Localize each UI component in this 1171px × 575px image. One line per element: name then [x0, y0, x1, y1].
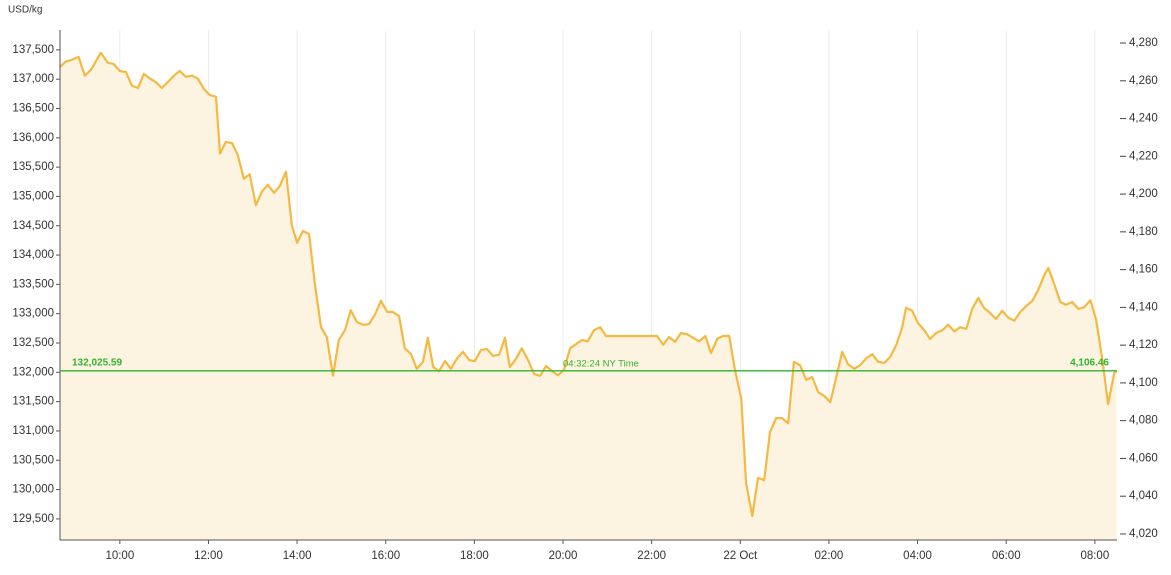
y-axis-label: USD/kg: [8, 5, 42, 16]
y-tick-label: 136,000: [12, 132, 54, 144]
y2-tick-label: 4,100: [1129, 377, 1158, 389]
y2-tick-label: 4,020: [1129, 528, 1158, 540]
y2-tick-label: 4,040: [1129, 490, 1158, 502]
y2-tick-label: 4,200: [1129, 188, 1158, 200]
y-tick-label: 132,500: [12, 337, 54, 349]
y-tick-label: 133,000: [12, 308, 54, 320]
y-tick-label: 134,000: [12, 249, 54, 261]
y2-tick-label: 4,180: [1129, 226, 1158, 238]
x-tick-label: 22 Oct: [723, 550, 758, 562]
area-fill: [60, 52, 1117, 541]
y2-tick-label: 4,140: [1129, 301, 1158, 313]
y-tick-label: 131,500: [12, 396, 54, 408]
y-tick-label: 134,500: [12, 220, 54, 232]
x-tick-label: 02:00: [815, 550, 844, 562]
y-tick-label: 135,500: [12, 161, 54, 173]
reference-label: 132,025.59: [72, 357, 122, 368]
x-tick-label: 12:00: [194, 550, 223, 562]
x-tick-label: 18:00: [460, 550, 489, 562]
x-tick-label: 20:00: [549, 550, 578, 562]
y-tick-label: 130,500: [12, 454, 54, 466]
y-tick-label: 137,500: [12, 44, 54, 56]
x-tick-label: 16:00: [371, 550, 400, 562]
y-tick-label: 131,000: [12, 425, 54, 437]
x-tick-label: 14:00: [283, 550, 312, 562]
y2-tick-label: 4,240: [1129, 113, 1158, 125]
y-tick-label: 130,000: [12, 484, 54, 496]
y2-tick-label: 4,080: [1129, 415, 1158, 427]
y2-tick-label: 4,260: [1129, 75, 1158, 87]
y-tick-label: 132,000: [12, 366, 54, 378]
price-line: [59, 51, 1118, 518]
y2-tick-label: 4,060: [1129, 452, 1158, 464]
x-tick-label: 04:00: [903, 550, 932, 562]
x-tick-label: 10:00: [105, 550, 134, 562]
y2-tick-label: 4,220: [1129, 150, 1158, 162]
y2-tick-label: 4,160: [1129, 264, 1158, 276]
y2-tick-label: 4,120: [1129, 339, 1158, 351]
y-tick-label: 129,500: [12, 513, 54, 525]
x-tick-label: 08:00: [1080, 550, 1109, 562]
x-tick-label: 22:00: [637, 550, 666, 562]
reference-time: 04:32:24 NY Time: [563, 358, 639, 369]
y-tick-label: 135,000: [12, 190, 54, 202]
y-tick-label: 137,000: [12, 73, 54, 85]
y-tick-label: 136,500: [12, 103, 54, 115]
y2-tick-label: 4,280: [1129, 37, 1158, 49]
x-tick-label: 06:00: [992, 550, 1021, 562]
reference-label-right: 4,106.46: [1070, 357, 1109, 368]
y-tick-label: 133,500: [12, 278, 54, 290]
